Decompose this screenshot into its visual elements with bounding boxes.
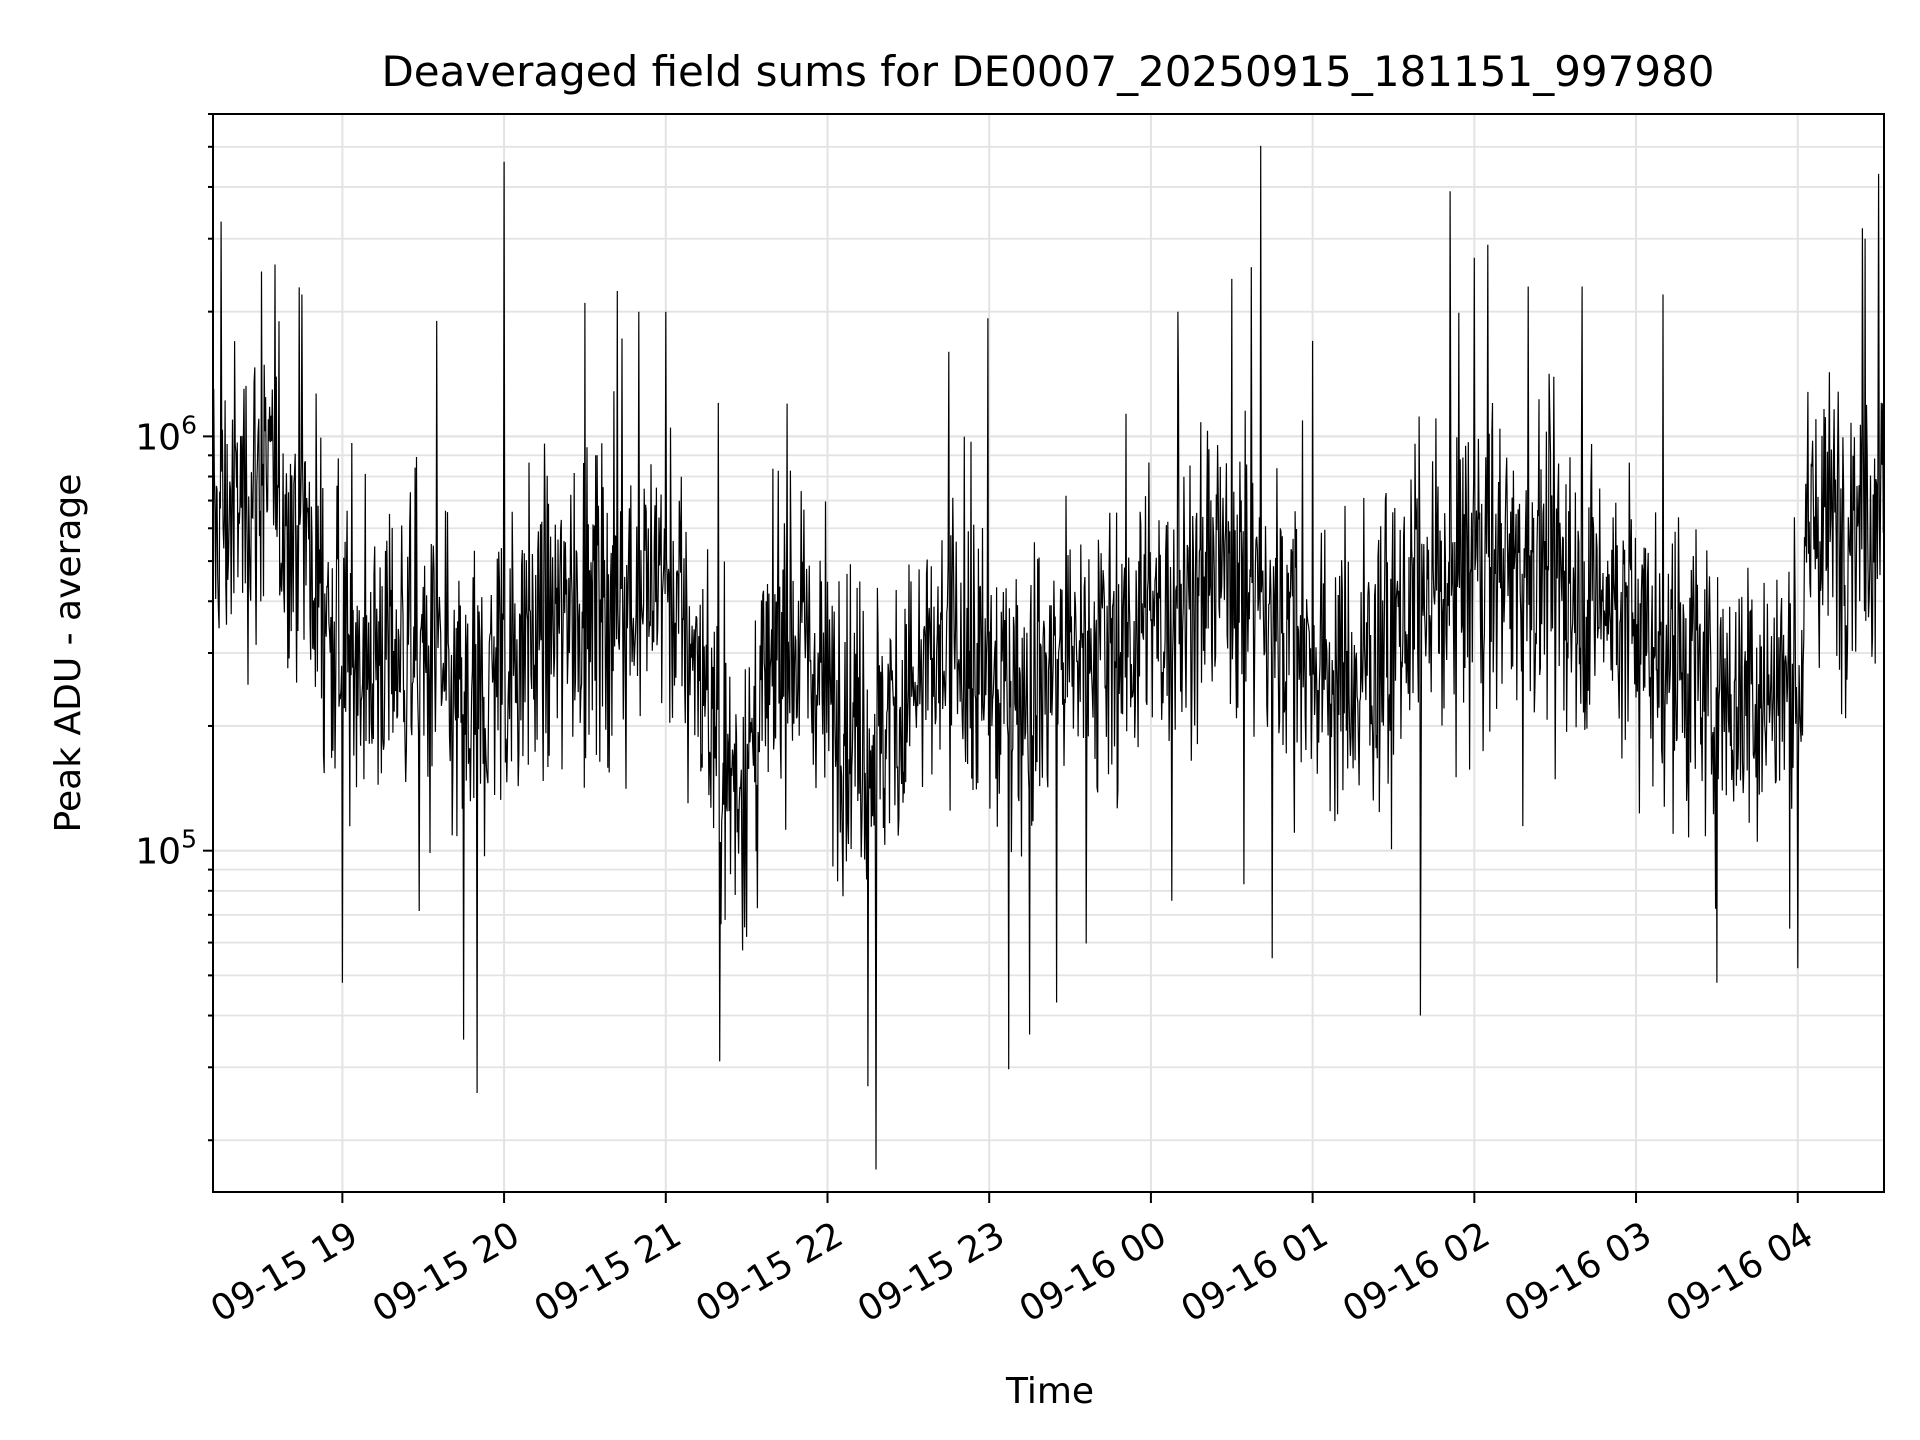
series-line-path [213,145,1884,1170]
y-axis-label: Peak ADU - average [48,474,89,833]
plot-area [213,145,1884,1170]
y-tick-exponent: 5 [181,825,197,854]
y-tick-base: 10 [135,832,181,873]
y-tick-exponent: 6 [181,410,197,439]
y-tick-label: 105 [135,825,197,873]
series-line [213,145,1884,1170]
y-tick-base: 10 [135,417,181,458]
x-axis-label: Time [1005,1371,1094,1412]
y-tick-label: 106 [135,410,197,458]
chart-title: Deaveraged field sums for DE0007_2025091… [381,47,1714,96]
